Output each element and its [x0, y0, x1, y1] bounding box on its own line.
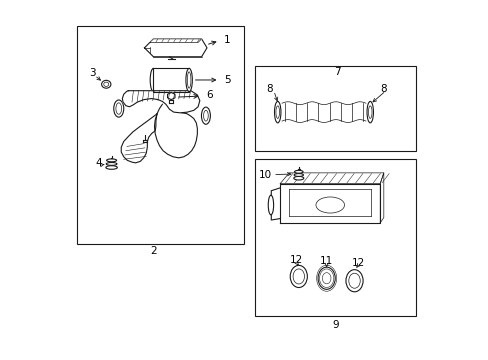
- Polygon shape: [121, 114, 157, 163]
- Ellipse shape: [366, 102, 373, 123]
- Ellipse shape: [106, 162, 117, 165]
- Ellipse shape: [106, 166, 117, 169]
- Ellipse shape: [317, 267, 335, 289]
- Text: 11: 11: [319, 256, 333, 266]
- Text: 5: 5: [224, 75, 230, 85]
- Polygon shape: [167, 93, 175, 100]
- Bar: [255, 66, 415, 152]
- Ellipse shape: [185, 68, 192, 91]
- Ellipse shape: [268, 195, 273, 215]
- Polygon shape: [271, 188, 280, 220]
- Ellipse shape: [345, 270, 363, 292]
- Ellipse shape: [290, 265, 307, 288]
- Ellipse shape: [294, 170, 303, 173]
- Text: 8: 8: [380, 84, 386, 94]
- Text: 12: 12: [289, 255, 302, 265]
- Ellipse shape: [201, 107, 210, 124]
- Ellipse shape: [274, 102, 281, 123]
- Text: 9: 9: [332, 320, 338, 330]
- Polygon shape: [144, 39, 206, 57]
- Text: 1: 1: [224, 35, 230, 45]
- Ellipse shape: [294, 174, 303, 176]
- Ellipse shape: [106, 159, 116, 162]
- Polygon shape: [122, 91, 200, 113]
- Ellipse shape: [293, 176, 303, 180]
- Text: 2: 2: [150, 247, 156, 256]
- Bar: [153, 68, 189, 91]
- Polygon shape: [149, 39, 201, 42]
- Text: 6: 6: [205, 90, 212, 100]
- Text: 8: 8: [265, 84, 272, 94]
- Text: 4: 4: [95, 158, 102, 168]
- Ellipse shape: [150, 68, 156, 91]
- Ellipse shape: [114, 100, 123, 117]
- Polygon shape: [280, 173, 383, 184]
- Text: 3: 3: [89, 68, 96, 78]
- Text: 10: 10: [258, 170, 271, 180]
- Polygon shape: [280, 184, 380, 223]
- Bar: [77, 26, 244, 244]
- Polygon shape: [380, 173, 383, 223]
- Text: 12: 12: [351, 258, 365, 268]
- Ellipse shape: [102, 80, 111, 88]
- Polygon shape: [154, 104, 197, 158]
- Text: 7: 7: [333, 67, 340, 77]
- Bar: [255, 158, 415, 316]
